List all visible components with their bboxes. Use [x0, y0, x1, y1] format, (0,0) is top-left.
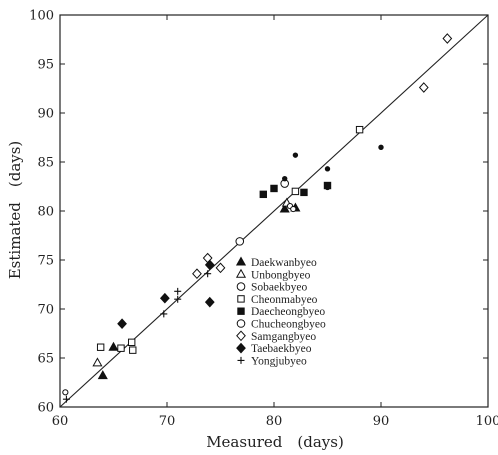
legend-marker	[237, 295, 245, 303]
data-point	[96, 343, 105, 351]
data-point	[292, 152, 299, 158]
legend-label: Daecheongbyeo	[251, 306, 325, 318]
data-points	[62, 33, 453, 403]
data-point	[291, 187, 300, 196]
data-point	[97, 370, 108, 380]
data-point	[290, 205, 297, 213]
data-point	[279, 203, 290, 213]
data-point	[108, 341, 119, 351]
y-tick-label: 75	[37, 254, 54, 269]
data-point	[324, 166, 331, 172]
y-tick-label: 90	[37, 107, 54, 122]
legend-label: Daekwanbyeo	[251, 257, 317, 269]
data-point	[418, 82, 429, 93]
data-point	[160, 310, 168, 318]
data-point	[204, 270, 212, 278]
data-point	[300, 188, 308, 197]
data-point	[174, 287, 182, 295]
legend-label: Taebaekbyeo	[251, 343, 312, 355]
x-axis-title: Measured (days)	[206, 433, 344, 451]
legend-label: Yongjubyeo	[251, 355, 307, 367]
legend-marker	[235, 256, 247, 266]
data-point	[62, 389, 69, 396]
y-tick-label: 80	[37, 205, 54, 220]
data-point	[204, 259, 215, 271]
data-point	[378, 144, 384, 151]
legend-marker	[236, 319, 246, 328]
x-tick-label: 90	[373, 414, 390, 429]
x-tick-label: 60	[52, 414, 69, 429]
data-point	[355, 125, 364, 134]
data-point	[159, 292, 170, 304]
y-tick-label: 65	[37, 352, 54, 367]
y-tick-label: 95	[37, 58, 54, 73]
y-axis-title: Estimated (days)	[6, 141, 24, 280]
y-tick-label: 70	[37, 303, 54, 318]
axis-ticks: 60 70 80 90 100 60 65 70 75 80 85 90 95 100	[29, 9, 498, 430]
data-point	[117, 318, 127, 330]
legend: DaekwanbyeoUnbongbyeoSobaekbyeoCheonmaby…	[235, 256, 326, 367]
legend-marker	[236, 282, 246, 291]
legend-marker	[236, 342, 246, 354]
data-point	[192, 268, 202, 280]
legend-label: Unbongbyeo	[251, 269, 311, 281]
data-point	[282, 175, 288, 182]
data-point	[174, 295, 182, 303]
legend-label: Chucheongbyeo	[251, 319, 326, 331]
data-point	[270, 184, 278, 193]
y-tick-label: 100	[29, 9, 54, 24]
data-point	[324, 184, 331, 191]
legend-label: Cheonmabyeo	[251, 294, 318, 306]
x-tick-label: 100	[476, 414, 498, 429]
data-point	[127, 338, 136, 347]
data-point	[92, 357, 103, 367]
data-point	[204, 296, 215, 308]
data-point	[235, 237, 245, 246]
legend-marker	[237, 356, 245, 364]
legend-marker	[236, 330, 246, 342]
data-point	[62, 395, 70, 403]
data-point	[442, 33, 453, 44]
legend-label: Samgangbyeo	[251, 331, 316, 343]
data-point	[129, 346, 137, 354]
legend-marker	[237, 307, 245, 315]
x-tick-label: 80	[266, 414, 283, 429]
x-tick-label: 70	[159, 414, 176, 429]
y-tick-label: 85	[37, 156, 54, 171]
data-point	[117, 344, 125, 352]
legend-marker	[235, 268, 247, 278]
y-tick-label: 60	[37, 401, 54, 416]
legend-label: Sobaekbyeo	[251, 282, 307, 294]
data-point	[259, 190, 268, 199]
data-point	[215, 262, 226, 274]
